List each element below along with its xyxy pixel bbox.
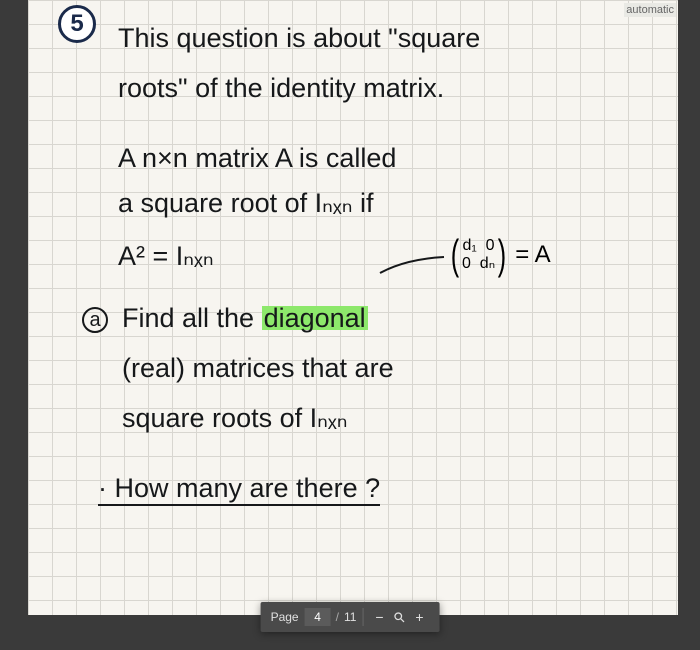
text-line-5: A² = Iₙₓₙ <box>118 238 214 274</box>
toolbar-divider <box>362 608 363 626</box>
page-sep: / <box>336 610 339 624</box>
search-icon[interactable]: ⚲ <box>386 604 412 630</box>
text-line-2: roots" of the identity matrix. <box>118 70 444 106</box>
page-total: 11 <box>344 610 356 624</box>
pdf-toolbar: Page / 11 − ⚲ + <box>261 602 440 632</box>
text-line-3: A n×n matrix A is called <box>118 140 396 176</box>
text-line-1: This question is about "square <box>118 20 480 56</box>
left-paren-icon: ( <box>451 235 459 275</box>
text-line-6a: Find all the <box>122 303 262 333</box>
arrow-to-matrix <box>376 255 446 277</box>
matrix-d1: d₁ <box>462 237 476 254</box>
text-line-8: square roots of Iₙₓₙ <box>122 400 347 436</box>
part-a-circle: a <box>82 307 108 333</box>
diagonal-matrix-expr: (d₁ 00 dₙ) = A <box>448 235 551 275</box>
matrix-body: d₁ 00 dₙ <box>462 237 495 273</box>
matrix-dn: dₙ <box>480 255 495 272</box>
matrix-zero-bl: 0 <box>462 255 471 272</box>
part-a-marker: a <box>82 300 108 336</box>
matrix-eq-A: = A <box>515 241 550 268</box>
zoom-in-button[interactable]: + <box>409 609 429 625</box>
page-number-input[interactable] <box>305 608 331 626</box>
page-label: Page <box>271 610 299 624</box>
matrix-zero-tr: 0 <box>486 237 495 254</box>
right-paren-icon: ) <box>498 235 506 275</box>
text-line-7: (real) matrices that are <box>122 350 394 386</box>
text-line-4: a square root of Iₙₓₙ if <box>118 185 374 221</box>
question-number-badge: 5 <box>58 5 96 43</box>
text-line-6: Find all the diagonal <box>122 300 368 336</box>
text-line-9: · How many are there ? <box>98 470 380 506</box>
paper-page: automatic 5 This question is about "squa… <box>28 0 678 615</box>
highlight-diagonal: diagonal <box>262 303 368 333</box>
underlined-question: · How many are there ? <box>98 473 380 506</box>
auto-mode-label: automatic <box>624 3 676 17</box>
